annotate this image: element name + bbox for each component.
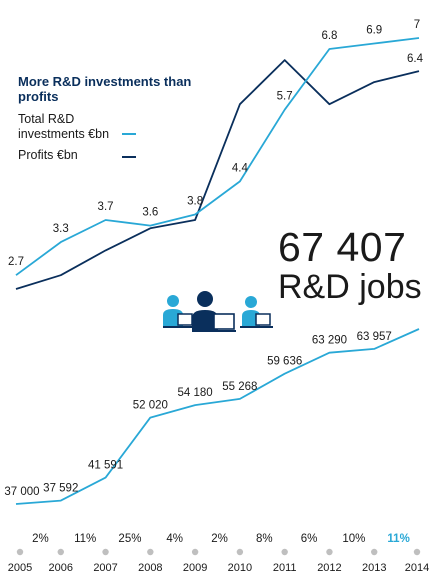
data-label-jobs: 55 268 xyxy=(222,381,257,393)
data-label-rd: 7 xyxy=(414,19,420,31)
growth-label: 11% xyxy=(74,533,96,545)
data-label-rd: 4.4 xyxy=(232,162,249,174)
data-label-jobs: 63 290 xyxy=(312,335,347,347)
year-tick-label: 2011 xyxy=(273,562,297,574)
year-tick-label: 2014 xyxy=(405,562,429,574)
year-dot xyxy=(191,548,199,556)
year-tick-label: 2012 xyxy=(317,562,341,574)
growth-label: 2% xyxy=(211,533,228,545)
data-label-rd: 5.7 xyxy=(277,91,293,103)
year-dot xyxy=(102,548,109,556)
year-dot xyxy=(147,548,154,556)
jobs-number: 67 407 xyxy=(278,224,407,270)
year-dot xyxy=(16,548,24,556)
year-tick-label: 2009 xyxy=(183,562,207,574)
year-dot xyxy=(413,548,421,556)
legend-rd-swatch xyxy=(122,133,136,135)
data-label-jobs: 54 180 xyxy=(178,387,213,399)
data-label-rd: 3.8 xyxy=(187,196,203,208)
year-tick-label: 2007 xyxy=(93,562,117,574)
growth-label: 6% xyxy=(301,533,318,545)
jobs-label: R&D jobs xyxy=(278,268,422,306)
year-dot xyxy=(326,548,333,556)
year-tick-label: 2010 xyxy=(228,562,252,574)
series-line-jobs xyxy=(15,328,420,505)
staff-icons xyxy=(163,291,273,332)
data-label-jobs: 37 592 xyxy=(43,483,78,495)
year-dot xyxy=(281,548,288,556)
data-label-jobs: 37 000 xyxy=(4,486,39,498)
legend-rd-label: Total R&D investments €bn xyxy=(18,112,110,141)
year-dot xyxy=(371,548,378,556)
legend-profits-swatch xyxy=(122,156,136,158)
person-at-laptop-icon xyxy=(192,291,236,332)
data-label-rd: 3.7 xyxy=(98,201,114,213)
person-at-laptop-icon xyxy=(163,295,195,328)
year-tick-label: 2008 xyxy=(138,562,162,574)
data-label-rd: 6.9 xyxy=(366,25,382,37)
year-axis: 2005 2006 2007 2008 2009 2010 2011 2012 2013 2014 xyxy=(8,548,429,574)
growth-label: 11% xyxy=(387,533,409,545)
growth-label: 4% xyxy=(166,533,183,545)
data-label-jobs: 52 020 xyxy=(133,400,168,412)
legend-profits-label: Profits €bn xyxy=(18,148,78,162)
year-tick-label: 2005 xyxy=(8,562,32,574)
legend-rd: Total R&D investments €bn xyxy=(18,112,130,142)
series-line-profits xyxy=(15,59,420,290)
series-line-rd xyxy=(15,37,420,276)
year-dot xyxy=(57,548,64,556)
year-tick-label: 2013 xyxy=(362,562,386,574)
data-label-rd: 3.3 xyxy=(53,223,69,235)
year-tick-label: 2006 xyxy=(49,562,73,574)
growth-label: 25% xyxy=(118,533,141,545)
chart-heading: More R&D investments than profits xyxy=(18,74,192,104)
growth-label: 10% xyxy=(342,533,365,545)
investment-profit-chart: 2.7 3.3 3.7 3.6 3.8 4.4 5.7 6.8 6.9 7 6.4 xyxy=(8,19,424,290)
data-label-profits: 6.4 xyxy=(407,53,424,65)
data-label-rd: 6.8 xyxy=(321,30,337,42)
data-label-rd: 2.7 xyxy=(8,256,24,268)
growth-label: 8% xyxy=(256,533,273,545)
person-at-laptop-icon xyxy=(240,296,273,328)
growth-label: 2% xyxy=(32,533,49,545)
jobs-chart: 37 000 37 592 41 591 52 020 54 180 55 268 59 6… xyxy=(4,328,420,505)
growth-row: 2% 11% 25% 4% 2% 8% 6% 10% 11% xyxy=(32,533,410,545)
data-label-jobs: 63 957 xyxy=(357,331,392,343)
legend-profits: Profits €bn xyxy=(18,148,130,163)
data-label-rd: 3.6 xyxy=(142,207,158,219)
data-label-jobs: 59 636 xyxy=(267,356,302,368)
year-dot xyxy=(236,548,244,556)
data-label-jobs: 41 591 xyxy=(88,460,123,472)
